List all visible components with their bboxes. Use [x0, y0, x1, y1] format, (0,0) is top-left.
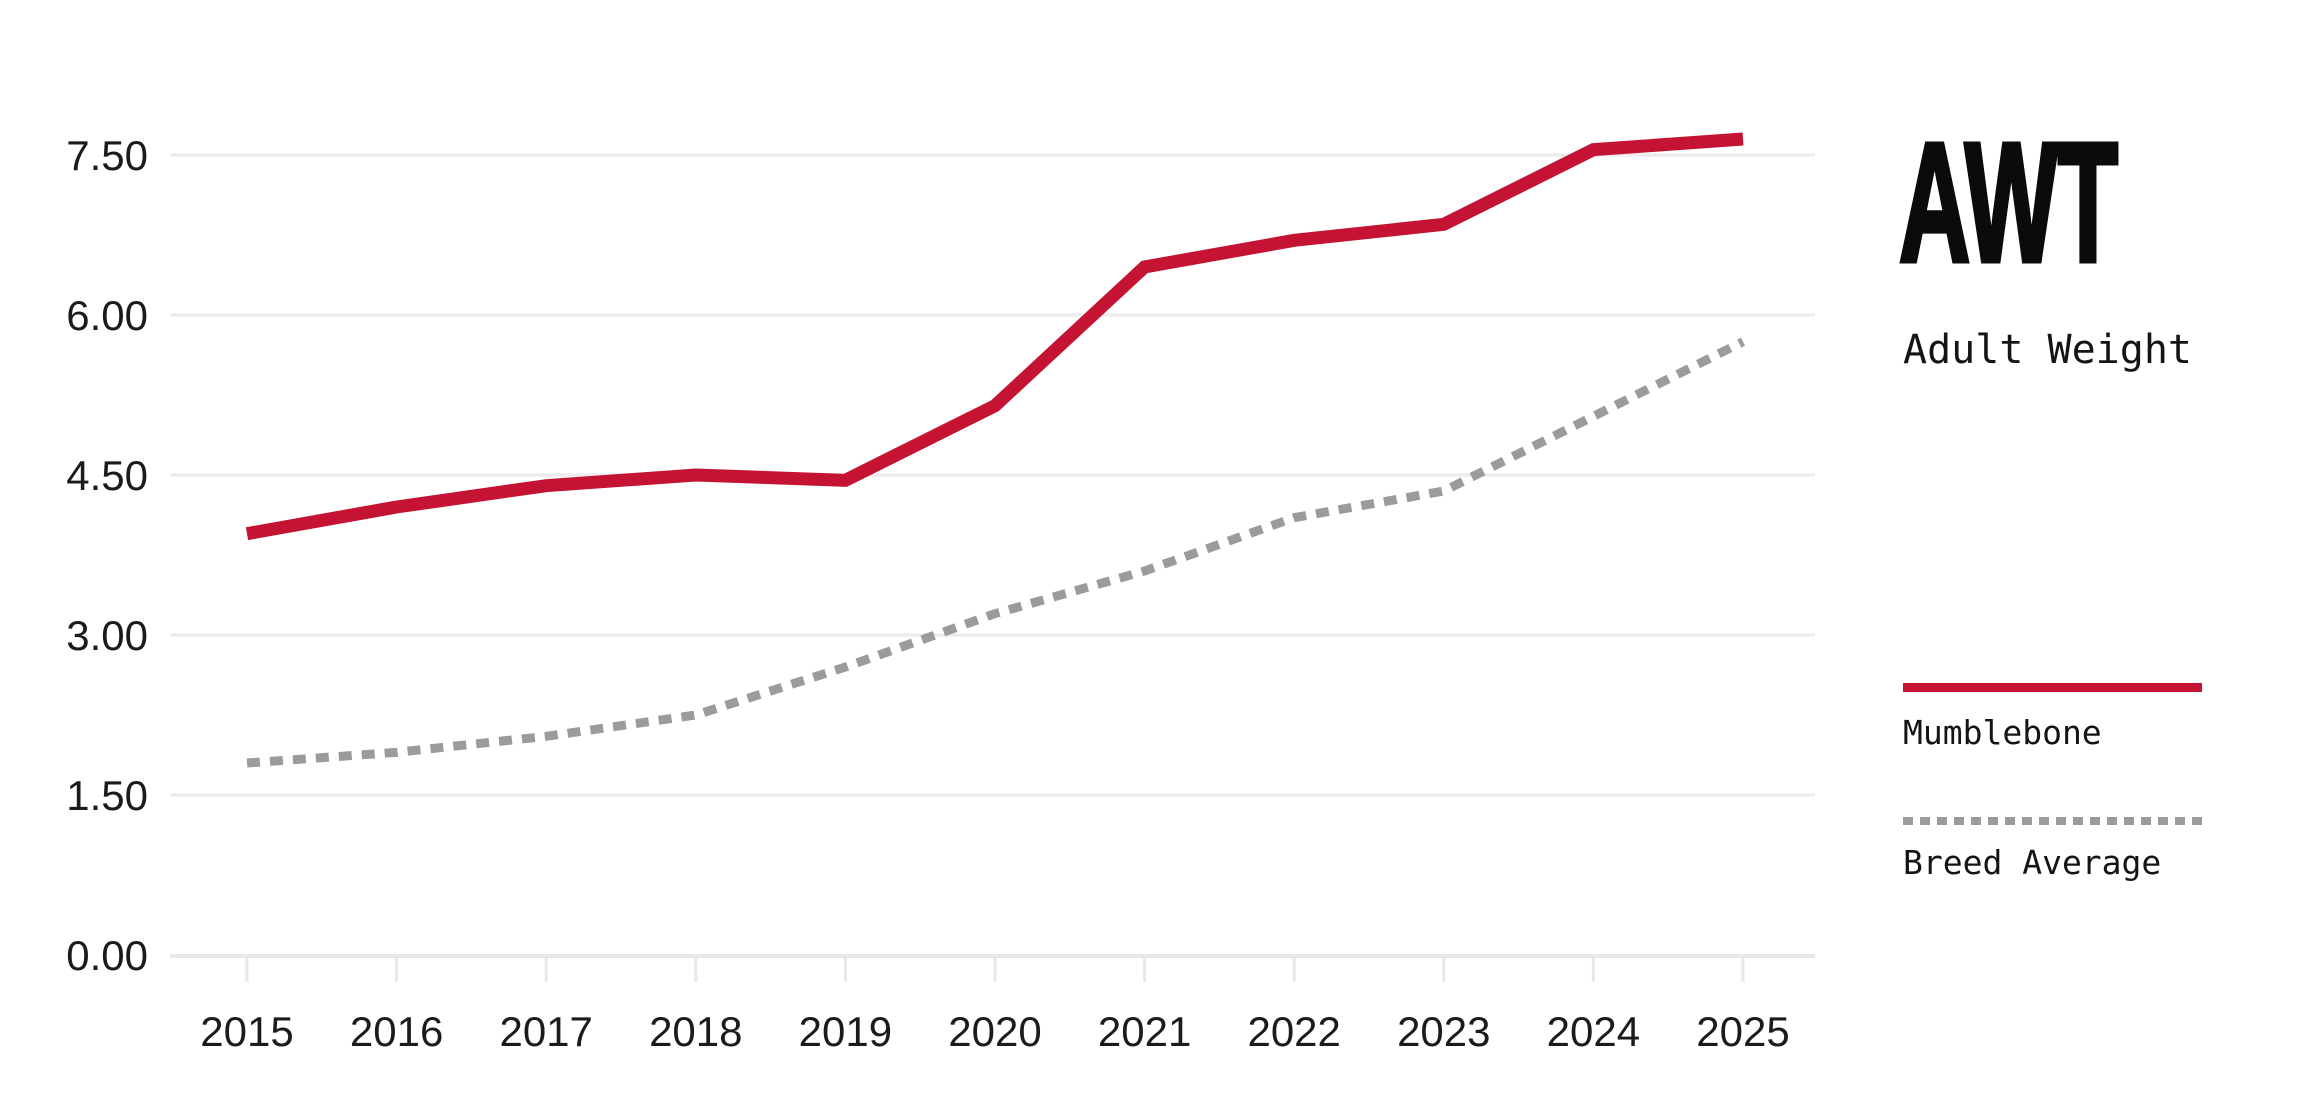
x-tick-label-2015: 2015 — [200, 1008, 293, 1055]
series-line-breed-average — [246, 337, 1746, 768]
x-tick-label-2024: 2024 — [1547, 1008, 1640, 1055]
x-tick-label-2021: 2021 — [1098, 1008, 1191, 1055]
x-tick-label-2022: 2022 — [1247, 1008, 1340, 1055]
y-tick-label-4.50: 4.50 — [66, 452, 148, 499]
chart-title-abbr: AWT — [1898, 108, 2120, 298]
y-tick-label-0.00: 0.00 — [66, 932, 148, 979]
legend-label-breed-average: Breed Average — [1903, 843, 2162, 882]
y-tick-label-7.50: 7.50 — [66, 132, 148, 179]
y-tick-label-3.00: 3.00 — [66, 612, 148, 659]
chart-subtitle: Adult Weight — [1903, 327, 2192, 373]
series-line-mumblebone — [245, 132, 1744, 541]
legend-swatch-mumblebone — [1903, 683, 2202, 692]
legend-swatch-breed-average — [1903, 817, 2202, 825]
x-tick-label-2023: 2023 — [1397, 1008, 1490, 1055]
x-tick-label-2017: 2017 — [499, 1008, 592, 1055]
x-tick-label-2020: 2020 — [948, 1008, 1041, 1055]
x-tick-label-2019: 2019 — [799, 1008, 892, 1055]
x-tick-label-2018: 2018 — [649, 1008, 742, 1055]
y-tick-label-1.50: 1.50 — [66, 772, 148, 819]
legend-label-mumblebone: Mumblebone — [1903, 713, 2102, 752]
x-tick-label-2016: 2016 — [350, 1008, 443, 1055]
y-tick-label-6.00: 6.00 — [66, 292, 148, 339]
x-tick-label-2025: 2025 — [1696, 1008, 1789, 1055]
